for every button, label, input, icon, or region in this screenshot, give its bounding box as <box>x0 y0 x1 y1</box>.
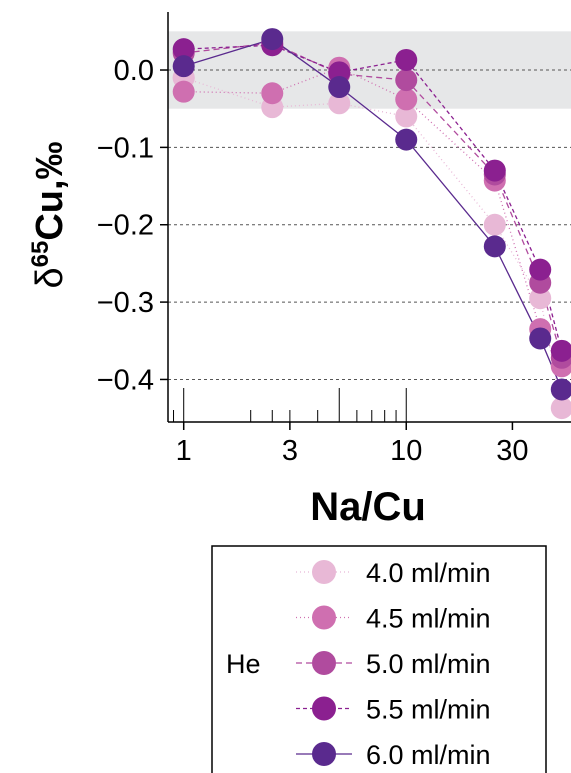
data-point-series-0 <box>550 397 571 420</box>
plot-area <box>168 31 571 380</box>
series-line-1 <box>183 66 563 367</box>
data-point-series-0 <box>483 213 506 236</box>
data-point-series-4 <box>483 235 506 258</box>
x-axis-title: Na/Cu <box>310 485 426 529</box>
data-point-series-4 <box>172 55 195 78</box>
data-point-series-0 <box>395 105 418 128</box>
y-tick-label: −0.1 <box>97 132 154 164</box>
data-point-series-3 <box>550 339 571 362</box>
data-point-series-3 <box>395 48 418 71</box>
data-point-series-4 <box>395 128 418 151</box>
data-point-series-4 <box>328 76 351 99</box>
legend-label: 4.0 ml/min <box>366 558 491 588</box>
data-point-series-4 <box>261 28 284 51</box>
data-point-series-4 <box>529 327 552 350</box>
legend-marker <box>312 696 336 721</box>
data-point-series-3 <box>172 38 195 61</box>
axes: 0.0 −0.1 −0.2 −0.3 −0.4 1 3 10 30 <box>97 12 571 467</box>
series-layer <box>172 28 571 420</box>
x-tick-label: 30 <box>496 435 528 467</box>
legend-marker <box>312 560 336 584</box>
y-axis-title-delta: δ <box>29 267 71 288</box>
y-tick-label: −0.2 <box>97 210 154 242</box>
legend-box <box>211 545 547 773</box>
y-tick-label: 0.0 <box>114 55 154 87</box>
data-point-series-0 <box>328 92 351 115</box>
legend-label: 5.0 ml/min <box>366 649 491 679</box>
legend-items: 4.0 ml/min 4.5 ml/min 5.0 ml/min 5.5 ml/min… <box>296 558 491 770</box>
legend-label: 4.5 ml/min <box>366 604 491 634</box>
data-point-series-3 <box>529 258 552 281</box>
legend-marker <box>312 605 336 630</box>
legend: He 4.0 ml/min 4.5 ml/min 5.0 ml/min 5.5 ml/… <box>211 545 547 773</box>
data-point-series-1 <box>172 80 195 103</box>
y-tick-label: −0.4 <box>97 364 154 396</box>
y-axis-title: δ65Cu,‰ <box>27 141 71 288</box>
data-point-series-2 <box>395 69 418 92</box>
y-tick-label: −0.3 <box>97 287 154 319</box>
legend-marker <box>312 651 336 675</box>
y-axis-title-element: Cu,‰ <box>29 141 71 240</box>
data-point-series-3 <box>483 159 506 182</box>
x-tick-label: 3 <box>282 435 298 467</box>
y-axis-title-mass: 65 <box>27 241 54 268</box>
legend-label: 5.5 ml/min <box>366 695 491 725</box>
data-point-series-1 <box>395 88 418 111</box>
legend-title: He <box>226 649 261 679</box>
x-tick-label: 10 <box>390 435 422 467</box>
data-point-series-4 <box>550 378 571 401</box>
data-point-series-0 <box>529 287 552 310</box>
x-tick-label: 1 <box>176 435 192 467</box>
data-point-series-1 <box>261 82 284 105</box>
legend-marker <box>312 742 336 766</box>
legend-label: 6.0 ml/min <box>366 740 491 770</box>
